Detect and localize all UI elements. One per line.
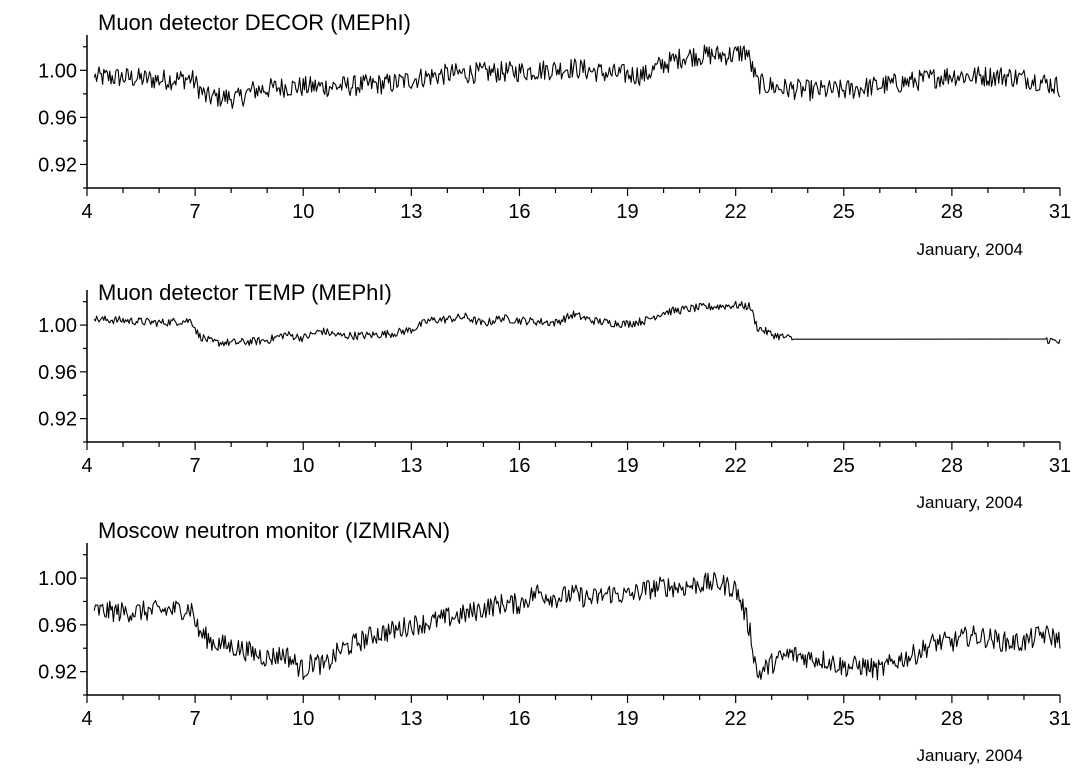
x-tick-label: 13	[400, 201, 422, 223]
x-tick-label: 25	[833, 455, 855, 477]
y-tick-label: 0.92	[38, 662, 77, 684]
panel-title: Muon detector TEMP (MEPhI)	[98, 280, 392, 305]
x-tick-label: 16	[508, 455, 530, 477]
x-tick-label: 7	[190, 455, 201, 477]
x-tick-label: 22	[725, 708, 747, 730]
x-tick-label: 19	[616, 201, 638, 223]
x-tick-label: 10	[292, 708, 314, 730]
x-tick-label: 25	[833, 708, 855, 730]
x-tick-label: 28	[941, 455, 963, 477]
x-axis-label: January, 2004	[917, 240, 1023, 259]
x-axis-label: January, 2004	[917, 746, 1023, 765]
x-tick-label: 31	[1049, 201, 1071, 223]
x-tick-label: 13	[400, 455, 422, 477]
y-tick-label: 0.96	[38, 615, 77, 637]
y-tick-label: 0.92	[38, 154, 77, 176]
x-tick-label: 31	[1049, 708, 1071, 730]
x-tick-label: 4	[81, 201, 92, 223]
x-tick-label: 4	[81, 708, 92, 730]
panel-title: Muon detector DECOR (MEPhI)	[98, 10, 411, 35]
x-tick-label: 16	[508, 708, 530, 730]
series-line	[93, 44, 1061, 110]
x-tick-label: 10	[292, 455, 314, 477]
x-tick-label: 7	[190, 201, 201, 223]
x-tick-label: 19	[616, 708, 638, 730]
x-tick-label: 7	[190, 708, 201, 730]
x-tick-label: 10	[292, 201, 314, 223]
x-tick-label: 19	[616, 455, 638, 477]
panel-title: Moscow neutron monitor (IZMIRAN)	[98, 518, 450, 543]
panel-izmiran: Moscow neutron monitor (IZMIRAN) January…	[38, 518, 1071, 765]
x-tick-label: 25	[833, 201, 855, 223]
x-axis-label: January, 2004	[917, 493, 1023, 512]
x-tick-label: 22	[725, 455, 747, 477]
x-tick-label: 13	[400, 708, 422, 730]
x-tick-label: 28	[941, 708, 963, 730]
x-tick-label: 4	[81, 455, 92, 477]
series-line	[93, 571, 1061, 681]
panel-temp: Muon detector TEMP (MEPhI) January, 2004…	[38, 280, 1071, 512]
x-tick-label: 16	[508, 201, 530, 223]
y-tick-label: 1.00	[38, 568, 77, 590]
y-tick-label: 0.96	[38, 362, 77, 384]
y-tick-label: 0.92	[38, 409, 77, 431]
y-tick-label: 1.00	[38, 315, 77, 337]
series-line	[93, 300, 1061, 347]
y-tick-label: 1.00	[38, 60, 77, 82]
panel-decor: Muon detector DECOR (MEPhI) January, 200…	[38, 10, 1071, 259]
y-tick-label: 0.96	[38, 107, 77, 129]
x-tick-label: 31	[1049, 455, 1071, 477]
x-tick-label: 28	[941, 201, 963, 223]
x-tick-label: 22	[725, 201, 747, 223]
